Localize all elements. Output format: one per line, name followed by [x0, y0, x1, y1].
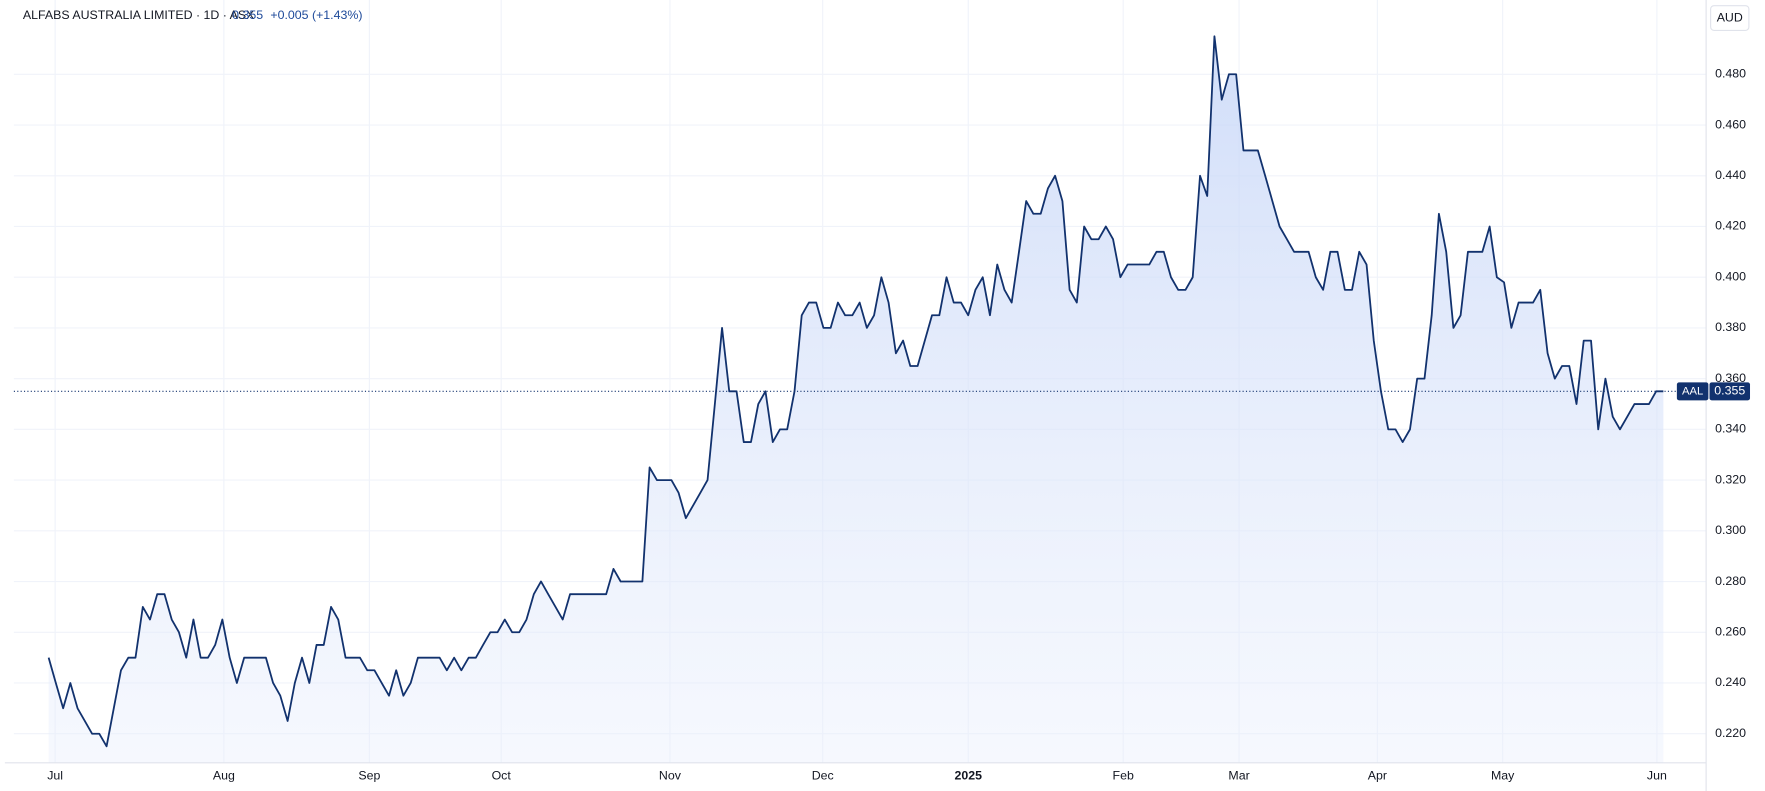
y-tick-label: 0.400: [1715, 269, 1746, 283]
y-tick-label: 0.340: [1715, 422, 1746, 436]
x-tick-label: Apr: [1368, 769, 1387, 783]
x-tick-label: May: [1491, 769, 1515, 783]
x-tick-label: Aug: [213, 769, 235, 783]
x-tick-label: Nov: [659, 769, 682, 783]
x-tick-label: Sep: [358, 769, 380, 783]
y-tick-label: 0.260: [1715, 625, 1746, 639]
currency[interactable]: AUD: [1717, 10, 1743, 24]
y-tick-label: 0.440: [1715, 168, 1746, 182]
y-tick-label: 0.320: [1715, 472, 1746, 486]
area-fill: [48, 36, 1664, 763]
x-tick-label: Jun: [1647, 769, 1667, 783]
y-tick-label: 0.240: [1715, 675, 1746, 689]
last-price: 0.355: [232, 8, 263, 22]
y-tick-label: 0.460: [1715, 117, 1746, 131]
y-tick-label: 0.280: [1715, 574, 1746, 588]
price-change: +0.005 (+1.43%): [270, 8, 362, 22]
x-tick-label: Jul: [47, 769, 63, 783]
chart-title: ALFABS AUSTRALIA LIMITED · 1D · ASX: [23, 8, 254, 22]
price-tag: [1709, 382, 1751, 401]
y-tick-label: 0.220: [1715, 726, 1746, 740]
y-tick-label: 0.480: [1715, 67, 1746, 81]
x-tick-label: Dec: [812, 769, 834, 783]
x-tick-label: Oct: [492, 769, 512, 783]
currency-button[interactable]: [1710, 5, 1750, 31]
x-tick-label: 2025: [955, 769, 983, 783]
price-line: [47, 35, 1664, 748]
y-tick-label: 0.360: [1715, 371, 1746, 385]
price-tag-label: 0.355: [1714, 384, 1745, 398]
symbol-label: AAL: [1682, 385, 1703, 397]
y-tick-label: 0.300: [1715, 523, 1746, 537]
symbol-tag: [1676, 382, 1709, 401]
y-tick-label: 0.380: [1715, 320, 1746, 334]
y-tick-label: 0.420: [1715, 219, 1746, 233]
x-tick-label: Mar: [1228, 769, 1249, 783]
x-tick-label: Feb: [1113, 769, 1134, 783]
